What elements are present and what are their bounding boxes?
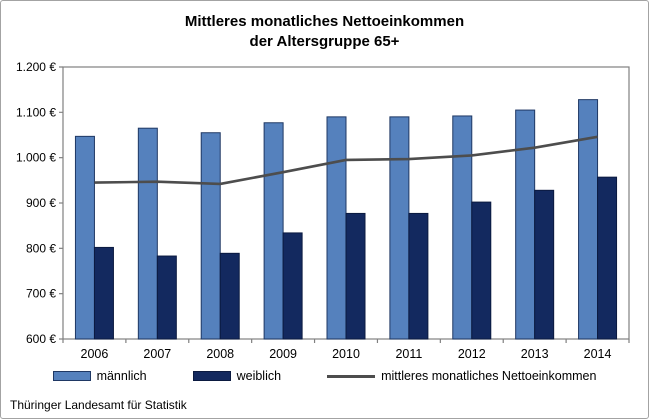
- x-axis-label-2007: 2007: [143, 347, 171, 361]
- x-axis-label-2010: 2010: [332, 347, 360, 361]
- chart-title-line2: der Altersgruppe 65+: [249, 33, 400, 50]
- legend-swatch-weiblich: [192, 371, 231, 381]
- x-axis-label-2014: 2014: [584, 347, 612, 361]
- bar-weiblich-2014: [597, 176, 618, 340]
- bar-weiblich-2006: [93, 246, 114, 340]
- bar-maennlich-2006: [74, 135, 95, 340]
- x-axis-label-2009: 2009: [269, 347, 297, 361]
- x-axis-label-2013: 2013: [521, 347, 549, 361]
- bar-maennlich-2007: [137, 127, 158, 340]
- legend-swatch-maennlich: [52, 371, 91, 381]
- x-axis-label-2006: 2006: [81, 347, 109, 361]
- y-axis-label: 900 €: [26, 196, 56, 210]
- x-axis-label-2008: 2008: [206, 347, 234, 361]
- bar-maennlich-2008: [200, 132, 221, 340]
- chart-legend: männlich weiblich mittleres monatliches …: [1, 369, 648, 383]
- y-axis-label: 800 €: [26, 241, 56, 255]
- bar-weiblich-2012: [471, 201, 492, 340]
- chart-title: Mittleres monatliches Nettoeinkommen der…: [1, 12, 648, 52]
- y-axis-label: 1.000 €: [16, 151, 56, 165]
- bar-weiblich-2013: [534, 189, 555, 340]
- legend-item-maennlich: männlich: [52, 369, 147, 383]
- bar-maennlich-2013: [515, 109, 536, 340]
- source-attribution: Thüringer Landesamt für Statistik: [10, 398, 187, 412]
- chart-title-line1: Mittleres monatliches Nettoeinkommen: [184, 13, 465, 30]
- x-axis-label-2011: 2011: [395, 347, 422, 361]
- bar-maennlich-2012: [452, 115, 473, 340]
- legend-item-weiblich: weiblich: [192, 369, 282, 383]
- legend-label-maennlich: männlich: [96, 369, 147, 383]
- line-mittleres-monatliches-nettoeinkommen: [94, 135, 598, 186]
- legend-label-mittleres-nettoeinkommen: mittleres monatliches Nettoeinkommen: [381, 369, 597, 383]
- y-axis-label: 700 €: [26, 287, 56, 301]
- legend-swatch-line: [327, 374, 376, 378]
- bar-weiblich-2011: [408, 212, 429, 340]
- legend-item-mittleres-nettoeinkommen: mittleres monatliches Nettoeinkommen: [327, 369, 596, 383]
- bar-maennlich-2011: [389, 116, 410, 340]
- y-axis-label: 600 €: [26, 332, 56, 346]
- y-axis-label: 1.200 €: [16, 60, 56, 74]
- legend-label-weiblich: weiblich: [236, 369, 282, 383]
- bar-weiblich-2007: [156, 255, 177, 340]
- bar-maennlich-2014: [578, 99, 599, 340]
- bar-weiblich-2009: [282, 232, 303, 340]
- bar-weiblich-2008: [219, 252, 240, 340]
- bar-weiblich-2010: [345, 212, 366, 340]
- bar-maennlich-2010: [326, 116, 347, 340]
- y-axis-label: 1.100 €: [16, 105, 56, 119]
- x-axis-label-2012: 2012: [458, 347, 486, 361]
- bar-maennlich-2009: [263, 122, 284, 340]
